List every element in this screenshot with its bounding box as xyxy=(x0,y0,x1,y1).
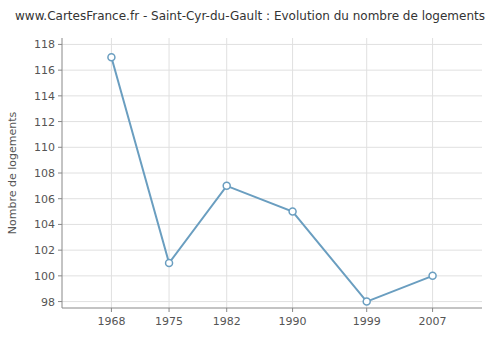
x-grid-line xyxy=(169,38,170,308)
y-tick-label: 110 xyxy=(34,141,55,154)
y-tick-label: 118 xyxy=(34,38,55,51)
y-tick-label: 112 xyxy=(34,116,55,129)
y-tick-label: 104 xyxy=(34,218,55,231)
y-tick xyxy=(58,44,62,45)
y-tick xyxy=(58,70,62,71)
y-tick xyxy=(58,301,62,302)
y-grid-line xyxy=(62,301,482,302)
point xyxy=(108,54,115,61)
y-tick xyxy=(58,224,62,225)
point xyxy=(289,208,296,215)
series xyxy=(108,54,436,305)
axes: 98 100 102 104 106 108 110 112 114 116 118 1968 1975… xyxy=(34,38,482,328)
x-tick-label: 1982 xyxy=(213,315,241,328)
line xyxy=(111,57,432,301)
y-tick xyxy=(58,250,62,251)
x-tick-label: 1975 xyxy=(155,315,183,328)
y-grid-line xyxy=(62,275,482,276)
x-grid-line xyxy=(292,38,293,308)
point xyxy=(166,260,173,267)
y-grid-line xyxy=(62,121,482,122)
y-tick xyxy=(58,95,62,96)
y-tick-label: 108 xyxy=(34,167,55,180)
x-tick xyxy=(226,308,227,312)
chart: www.CartesFrance.fr - Saint-Cyr-du-Gault… xyxy=(0,0,500,340)
y-grid-line xyxy=(62,250,482,251)
y-grid-line xyxy=(62,44,482,45)
y-tick xyxy=(58,198,62,199)
x-grid-line xyxy=(111,38,112,308)
y-grid-line xyxy=(62,224,482,225)
x-grid-line xyxy=(366,38,367,308)
x-axis-line xyxy=(62,308,482,309)
x-grid-line xyxy=(226,38,227,308)
y-tick xyxy=(58,173,62,174)
x-grid-line xyxy=(432,38,433,308)
x-tick-label: 1968 xyxy=(97,315,125,328)
title: www.CartesFrance.fr - Saint-Cyr-du-Gault… xyxy=(15,9,485,23)
y-tick-label: 100 xyxy=(34,270,55,283)
x-tick xyxy=(111,308,112,312)
y-tick-label: 98 xyxy=(41,296,55,309)
x-tick-label: 2007 xyxy=(419,315,447,328)
point xyxy=(363,298,370,305)
x-tick xyxy=(432,308,433,312)
y-grid-line xyxy=(62,147,482,148)
y-tick-label: 102 xyxy=(34,244,55,257)
x-tick xyxy=(169,308,170,312)
y-grid-line xyxy=(62,95,482,96)
y-grid-line xyxy=(62,198,482,199)
y-tick xyxy=(58,147,62,148)
point xyxy=(223,182,230,189)
y-tick xyxy=(58,121,62,122)
y-tick xyxy=(58,275,62,276)
y-tick-label: 114 xyxy=(34,90,55,103)
y-tick-label: 116 xyxy=(34,64,55,77)
x-tick xyxy=(292,308,293,312)
grid xyxy=(62,38,482,308)
y-grid-line xyxy=(62,173,482,174)
y-axis-label: Nombre de logements xyxy=(6,111,19,234)
x-tick-label: 1990 xyxy=(279,315,307,328)
y-tick-label: 106 xyxy=(34,193,55,206)
x-tick xyxy=(366,308,367,312)
x-tick-label: 1999 xyxy=(353,315,381,328)
y-grid-line xyxy=(62,70,482,71)
point xyxy=(429,272,436,279)
